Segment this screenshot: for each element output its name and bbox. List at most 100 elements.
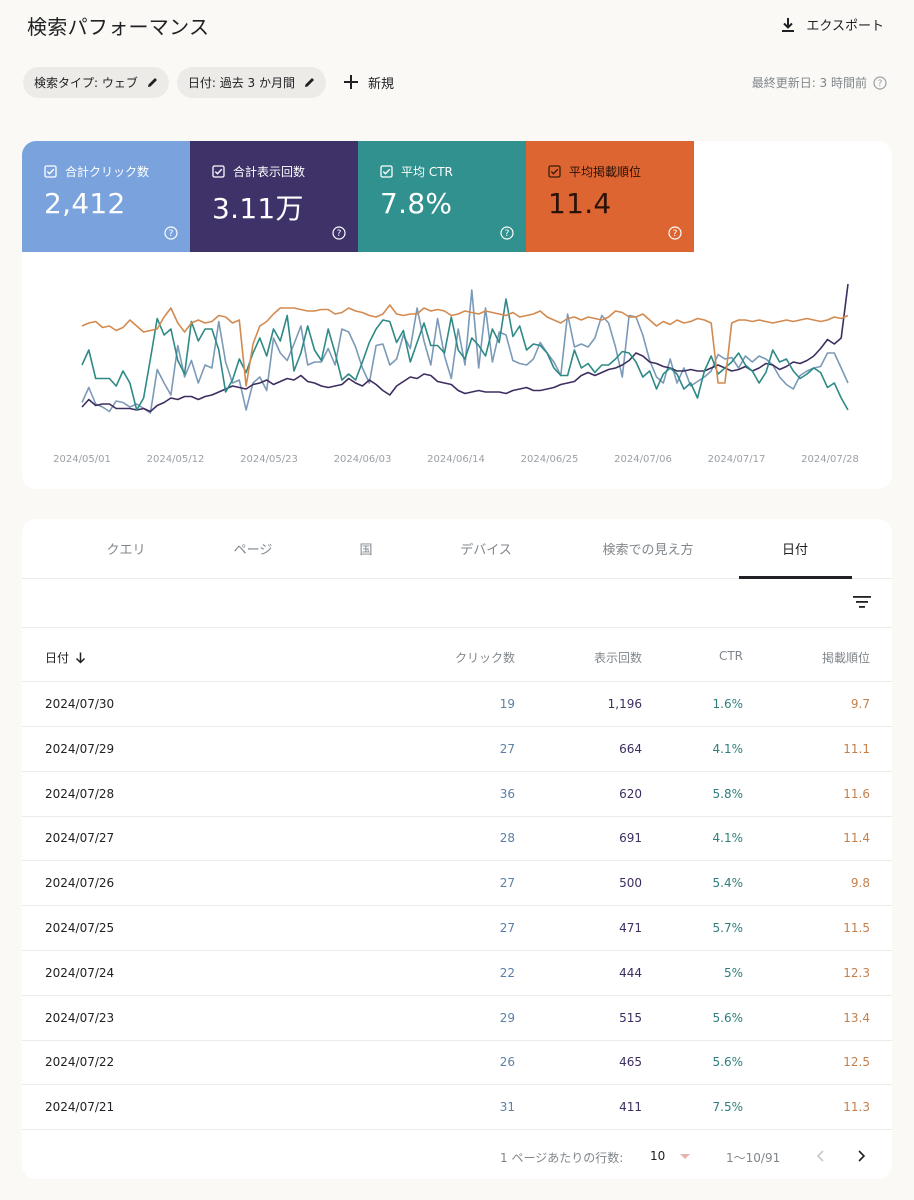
table-row[interactable]: 2024/07/27 28 691 4.1% 11.4: [22, 816, 892, 862]
x-tick-label: 2024/05/12: [147, 454, 205, 465]
date-range-chip[interactable]: 日付: 過去 3 か月間: [176, 66, 326, 98]
help-icon[interactable]: ?: [873, 75, 887, 90]
page-header: 検索パフォーマンス エクスポート: [0, 0, 914, 52]
tab-date[interactable]: 日付: [781, 543, 808, 558]
table-row[interactable]: 2024/07/28 36 620 5.8% 11.6: [22, 772, 892, 817]
metric-tiles: 合計クリック数 2,412 ? 合計表示回数 3.11万 ? 平均 CTR 7.…: [22, 141, 892, 253]
svg-text:?: ?: [878, 79, 883, 89]
column-header-date[interactable]: 日付: [45, 649, 86, 666]
cell-position: 11.4: [843, 831, 870, 846]
checkbox-icon[interactable]: [548, 165, 561, 178]
search-type-chip[interactable]: 検索タイプ: ウェブ: [23, 66, 169, 98]
page-title: 検索パフォーマンス: [27, 15, 210, 39]
help-icon[interactable]: ?: [164, 226, 178, 240]
download-icon: [782, 17, 795, 32]
cell-ctr: 1.6%: [712, 697, 744, 711]
new-filter-button[interactable]: 新規: [343, 73, 394, 92]
pencil-icon: [304, 77, 314, 87]
checkbox-icon[interactable]: [44, 165, 57, 178]
table-row[interactable]: 2024/07/24 22 444 5% 12.3: [22, 951, 892, 996]
tab-page[interactable]: ページ: [233, 543, 273, 558]
metric-tile-ctr[interactable]: 平均 CTR 7.8% ?: [358, 141, 526, 252]
column-header-impressions[interactable]: 表示回数: [593, 651, 642, 665]
checkbox-icon[interactable]: [212, 165, 225, 178]
help-icon[interactable]: ?: [332, 226, 346, 240]
metric-tile-impressions[interactable]: 合計表示回数 3.11万 ?: [190, 141, 358, 252]
data-table-card: クエリ ページ 国 デバイス 検索での見え方 日付 日付 クリック数 表示回数 …: [22, 519, 892, 1179]
cell-ctr: 5%: [723, 965, 743, 980]
rows-per-page-select[interactable]: 10: [650, 1149, 666, 1163]
metric-label: 合計表示回数: [233, 165, 306, 179]
metric-tile-position[interactable]: 平均掲載順位 11.4 ?: [526, 141, 694, 252]
dropdown-arrow-icon[interactable]: [680, 1154, 690, 1160]
cell-date: 2024/07/30: [45, 697, 115, 711]
cell-ctr: 5.6%: [712, 1010, 744, 1025]
metric-tile-clicks[interactable]: 合計クリック数 2,412 ?: [22, 141, 190, 252]
table-row[interactable]: 2024/07/22 26 465 5.6% 12.5: [22, 1040, 892, 1086]
cell-impressions: 664: [619, 741, 642, 756]
x-tick-label: 2024/06/25: [521, 454, 579, 465]
help-icon[interactable]: ?: [668, 226, 682, 240]
cell-impressions: 620: [619, 786, 642, 801]
cell-ctr: 4.1%: [712, 741, 744, 756]
cell-impressions: 691: [619, 831, 642, 846]
column-header-date-label: 日付: [45, 651, 70, 665]
plus-icon: [343, 75, 358, 89]
dimension-tabs: クエリ ページ 国 デバイス 検索での見え方 日付: [22, 519, 892, 579]
cell-date: 2024/07/26: [45, 876, 115, 891]
cell-date: 2024/07/21: [45, 1100, 115, 1115]
table-row[interactable]: 2024/07/21 31 411 7.5% 11.3: [22, 1085, 892, 1131]
tab-query[interactable]: クエリ: [106, 543, 146, 558]
x-tick-label: 2024/06/03: [334, 454, 392, 465]
x-tick-label: 2024/05/01: [53, 454, 111, 465]
x-tick-label: 2024/07/17: [708, 454, 766, 465]
cell-clicks: 31: [499, 1100, 515, 1115]
export-button[interactable]: エクスポート: [780, 15, 884, 34]
new-filter-label: 新規: [367, 76, 394, 92]
cell-position: 12.3: [843, 965, 870, 980]
table-row[interactable]: 2024/07/26 27 500 5.4% 9.8: [22, 861, 892, 907]
column-header-position[interactable]: 掲載順位: [821, 651, 870, 665]
svg-text:?: ?: [673, 229, 678, 239]
cell-impressions: 444: [619, 965, 642, 980]
chevron-left-icon[interactable]: [816, 1149, 826, 1163]
cell-position: 13.4: [843, 1010, 870, 1025]
checkbox-icon[interactable]: [380, 165, 393, 178]
metric-value: 11.4: [548, 187, 612, 220]
cell-date: 2024/07/25: [45, 921, 115, 935]
cell-position: 11.6: [843, 786, 870, 801]
chevron-right-icon[interactable]: [856, 1149, 866, 1163]
search-type-label: 検索タイプ: ウェブ: [34, 75, 138, 90]
svg-text:?: ?: [337, 229, 342, 239]
column-header-ctr[interactable]: CTR: [718, 649, 743, 663]
help-icon[interactable]: ?: [500, 226, 514, 240]
cell-ctr: 5.8%: [712, 786, 744, 801]
cell-position: 11.3: [843, 1100, 870, 1115]
table-row[interactable]: 2024/07/29 27 664 4.1% 11.1: [22, 727, 892, 772]
line-chart[interactable]: 2024/05/01 2024/05/12 2024/05/23 2024/06/03…: [22, 253, 892, 489]
chart-lines: [81, 283, 849, 414]
svg-text:?: ?: [169, 229, 174, 239]
table-header: 日付 クリック数 表示回数 CTR 掲載順位: [22, 637, 892, 682]
x-tick-label: 2024/05/23: [240, 454, 298, 465]
cell-clicks: 22: [499, 965, 515, 980]
tab-country[interactable]: 国: [359, 543, 373, 558]
x-axis-ticks: 2024/05/01 2024/05/12 2024/05/23 2024/06/03…: [53, 454, 859, 465]
last-updated: 最終更新日: 3 時間前 ?: [752, 74, 887, 91]
cell-clicks: 28: [499, 831, 515, 846]
pagination: 1 ページあたりの行数: 10 1〜10/91: [22, 1141, 892, 1171]
series-line-1: [81, 283, 849, 413]
tab-device[interactable]: デバイス: [460, 543, 512, 558]
table-row[interactable]: 2024/07/25 27 471 5.7% 11.5: [22, 906, 892, 951]
pencil-icon: [147, 77, 157, 87]
export-label: エクスポート: [806, 19, 884, 34]
cell-impressions: 500: [619, 876, 642, 891]
filter-icon[interactable]: [853, 595, 871, 609]
tab-search-appearance[interactable]: 検索での見え方: [602, 543, 694, 558]
column-header-clicks[interactable]: クリック数: [454, 651, 515, 665]
cell-position: 9.7: [850, 697, 870, 711]
metric-label: 平均 CTR: [401, 165, 453, 179]
page-range: 1〜10/91: [726, 1151, 781, 1165]
table-row[interactable]: 2024/07/23 29 515 5.6% 13.4: [22, 996, 892, 1041]
table-row[interactable]: 2024/07/30 19 1,196 1.6% 9.7: [22, 682, 892, 727]
